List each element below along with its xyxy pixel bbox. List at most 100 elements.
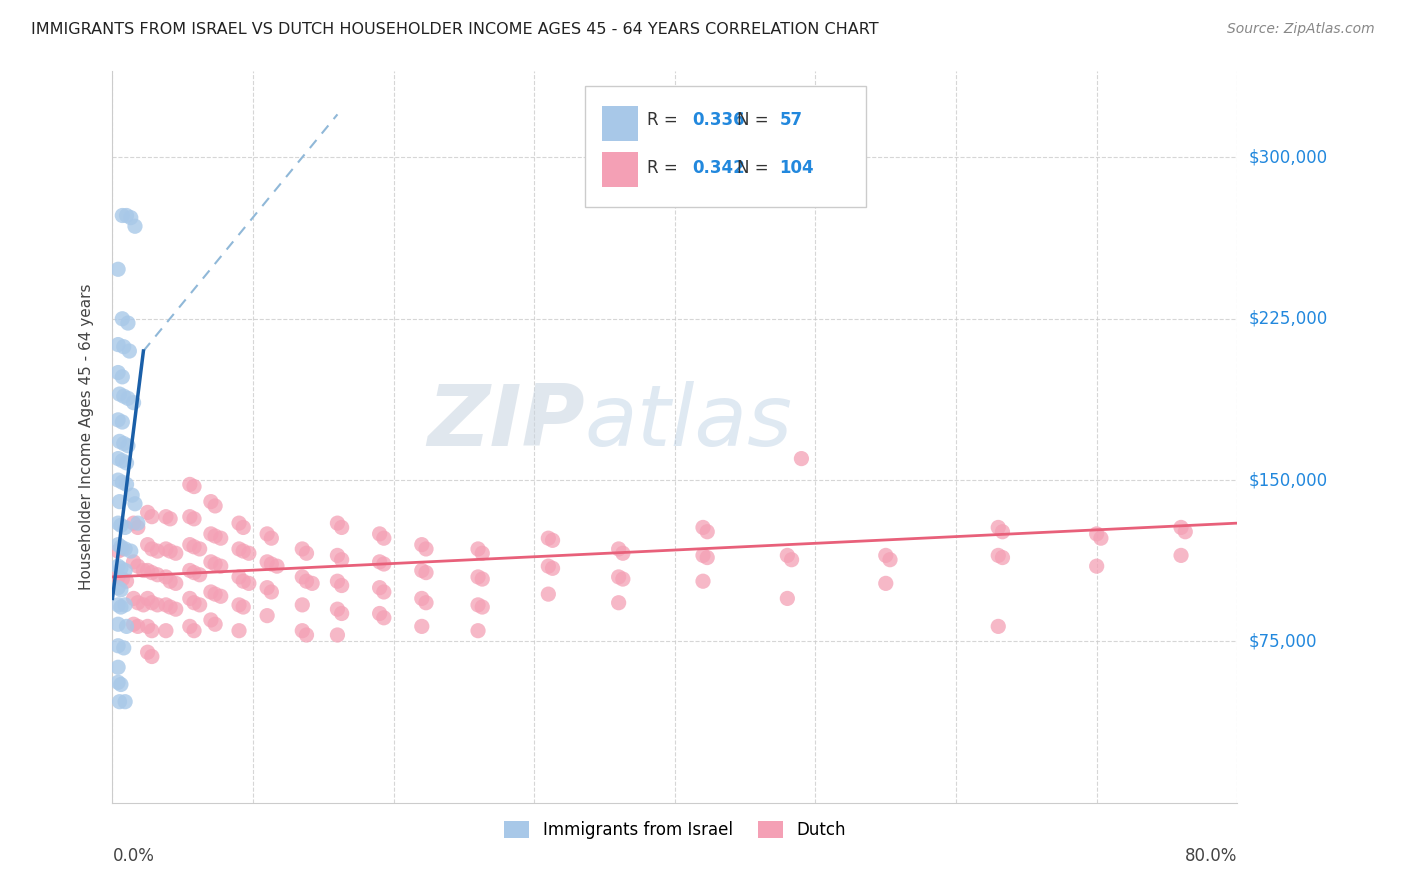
Point	[120, 211, 142, 225]
Point	[165, 576, 187, 591]
Point	[330, 607, 353, 621]
Point	[232, 520, 254, 534]
Point	[326, 574, 349, 589]
Point	[183, 596, 205, 610]
Point	[159, 600, 181, 615]
Point	[471, 546, 494, 560]
Point	[136, 619, 159, 633]
Point	[110, 540, 132, 554]
Point	[204, 617, 226, 632]
Text: R =: R =	[647, 112, 683, 129]
Point	[112, 340, 135, 354]
Point	[467, 541, 489, 556]
Point	[232, 544, 254, 558]
Point	[108, 695, 131, 709]
Bar	[602, 152, 638, 187]
Point	[238, 576, 260, 591]
Point	[117, 392, 139, 406]
Point	[228, 570, 250, 584]
Point	[107, 451, 129, 466]
Point	[114, 695, 136, 709]
Point	[141, 509, 163, 524]
Point	[326, 549, 349, 563]
Text: 80.0%: 80.0%	[1185, 847, 1237, 864]
Legend: Immigrants from Israel, Dutch: Immigrants from Israel, Dutch	[498, 814, 852, 846]
Point	[467, 570, 489, 584]
Point	[110, 561, 132, 575]
Point	[291, 541, 314, 556]
Text: 57: 57	[779, 112, 803, 129]
Point	[541, 561, 564, 575]
Point	[107, 639, 129, 653]
Point	[987, 549, 1010, 563]
Point	[537, 531, 560, 545]
Point	[612, 572, 634, 586]
Point	[127, 559, 149, 574]
Point	[188, 598, 211, 612]
Point	[368, 607, 391, 621]
Text: 0.342: 0.342	[692, 159, 745, 177]
Point	[209, 559, 232, 574]
Text: $300,000: $300,000	[1249, 148, 1327, 167]
Point	[776, 591, 799, 606]
Point	[122, 591, 145, 606]
Point	[256, 581, 278, 595]
Point	[107, 581, 129, 595]
Point	[373, 557, 395, 571]
Point	[467, 624, 489, 638]
Point	[326, 516, 349, 530]
Point	[179, 619, 201, 633]
Point	[107, 570, 129, 584]
Point	[330, 552, 353, 566]
Point	[183, 512, 205, 526]
Text: 0.336: 0.336	[692, 112, 744, 129]
Point	[155, 541, 177, 556]
Point	[204, 557, 226, 571]
Point	[111, 541, 134, 556]
Point	[155, 598, 177, 612]
Point	[111, 454, 134, 468]
Point	[301, 576, 323, 591]
Point	[780, 552, 803, 566]
Text: IMMIGRANTS FROM ISRAEL VS DUTCH HOUSEHOLDER INCOME AGES 45 - 64 YEARS CORRELATIO: IMMIGRANTS FROM ISRAEL VS DUTCH HOUSEHOL…	[31, 22, 879, 37]
Point	[291, 624, 314, 638]
Point	[411, 619, 433, 633]
Point	[132, 564, 155, 578]
Point	[260, 531, 283, 545]
Point	[183, 540, 205, 554]
Point	[411, 564, 433, 578]
Point	[107, 538, 129, 552]
Point	[112, 640, 135, 655]
Text: 0.0%: 0.0%	[112, 847, 155, 864]
Point	[1170, 549, 1192, 563]
Point	[136, 645, 159, 659]
Point	[111, 311, 134, 326]
Point	[987, 619, 1010, 633]
Text: $150,000: $150,000	[1249, 471, 1327, 489]
Point	[110, 600, 132, 615]
Text: atlas: atlas	[585, 381, 793, 464]
Point	[118, 344, 141, 359]
Point	[200, 494, 222, 508]
Point	[238, 546, 260, 560]
Point	[467, 598, 489, 612]
Point	[204, 587, 226, 601]
Point	[537, 559, 560, 574]
Point	[326, 628, 349, 642]
Point	[141, 541, 163, 556]
Point	[146, 544, 169, 558]
Point	[159, 512, 181, 526]
Point	[228, 598, 250, 612]
Point	[415, 566, 437, 580]
Point	[1085, 559, 1108, 574]
Point	[537, 587, 560, 601]
Point	[110, 518, 132, 533]
Point	[471, 572, 494, 586]
Point	[127, 596, 149, 610]
Point	[200, 527, 222, 541]
Point	[204, 499, 226, 513]
Point	[607, 596, 630, 610]
Point	[200, 613, 222, 627]
Point	[183, 624, 205, 638]
Point	[776, 549, 799, 563]
